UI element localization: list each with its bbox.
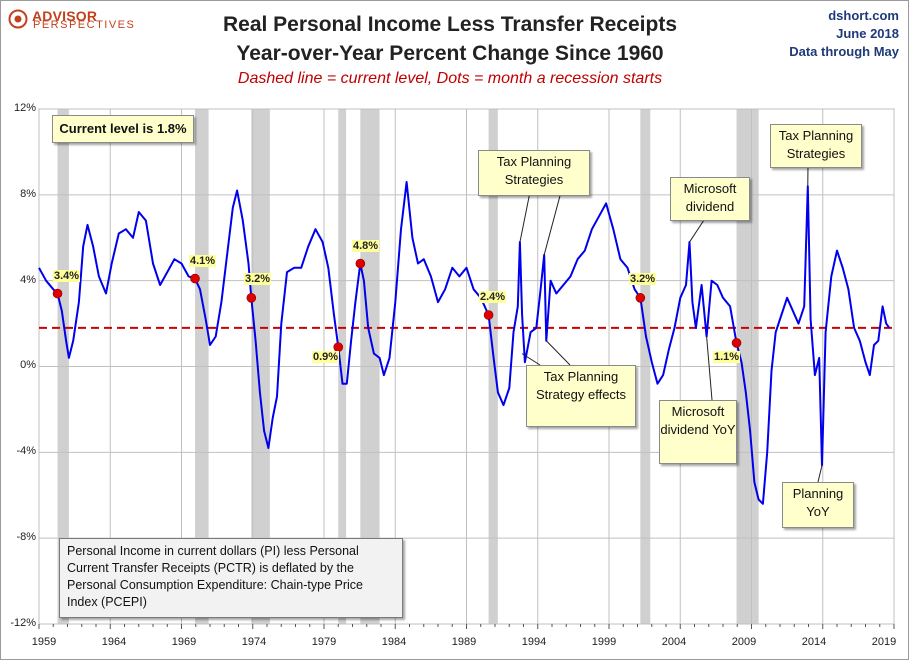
recession-value-label: 2.4% xyxy=(479,291,507,303)
callout-pointer xyxy=(689,216,707,243)
x-tick-label: 1989 xyxy=(451,636,477,648)
logo-subtext: PERSPECTIVES xyxy=(33,19,136,31)
x-tick-label: 1964 xyxy=(101,636,127,648)
tax-planning-effects-callout: Tax Planning Strategy effects xyxy=(526,365,636,427)
x-tick-label: 2004 xyxy=(661,636,687,648)
callout-pointer xyxy=(521,353,541,366)
logo-text: ADVISOR xyxy=(32,8,98,24)
recession-start-dot xyxy=(635,293,646,303)
tax-planning-callout-2: Tax Planning Strategies xyxy=(770,124,862,168)
tax-planning-callout-1: Tax Planning Strategies xyxy=(478,150,590,196)
x-tick-label: 1959 xyxy=(31,636,57,648)
recession-value-label: 4.8% xyxy=(352,240,380,252)
x-tick-label: 1969 xyxy=(171,636,197,648)
chart-title-line1: Real Personal Income Less Transfer Recei… xyxy=(222,13,678,36)
y-tick-label: 12% xyxy=(13,102,36,114)
recession-start-dot xyxy=(355,258,366,269)
recession-start-dot xyxy=(52,288,63,299)
source-data-through: Data through May xyxy=(789,44,899,59)
recession-value-label: 0.9% xyxy=(312,351,340,363)
chart-subtitle: Dashed line = current level, Dots = mont… xyxy=(237,70,663,87)
source-site: dshort.com xyxy=(828,8,899,23)
y-tick-label: 0% xyxy=(20,359,36,371)
planning-yoy-callout: Planning YoY xyxy=(782,482,854,528)
recession-start-dot xyxy=(483,310,494,320)
microsoft-dividend-callout: Microsoft dividend xyxy=(670,177,750,221)
methodology-note: Personal Income in current dollars (PI) … xyxy=(59,538,403,618)
recession-value-label: 1.1% xyxy=(713,351,741,363)
recession-value-label: 3.2% xyxy=(629,273,657,285)
recession-value-label: 3.2% xyxy=(244,273,272,285)
x-tick-label: 1994 xyxy=(521,636,547,648)
chart-title-line2: Year-over-Year Percent Change Since 1960 xyxy=(236,42,664,65)
x-tick-label: 2014 xyxy=(801,636,827,648)
microsoft-dividend-yoy-callout: Microsoft dividend YoY xyxy=(659,400,737,464)
y-tick-label: 8% xyxy=(20,188,36,200)
logo-icon xyxy=(8,9,28,29)
recession-value-label: 4.1% xyxy=(189,255,217,267)
callout-pointer xyxy=(519,191,531,243)
callout-pointer xyxy=(545,340,571,366)
callout-pointer xyxy=(817,465,823,483)
recession-start-dot xyxy=(246,293,257,303)
source-date: June 2018 xyxy=(836,26,899,41)
current-level-label: Current level is 1.8% xyxy=(52,115,194,143)
x-tick-label: 2009 xyxy=(731,636,757,648)
y-tick-label: -8% xyxy=(16,531,36,543)
recession-value-label: 3.4% xyxy=(53,270,81,282)
x-tick-label: 1974 xyxy=(241,636,267,648)
recession-start-dot xyxy=(190,273,200,284)
y-tick-label: -4% xyxy=(16,445,36,457)
y-tick-label: -12% xyxy=(10,617,36,629)
x-tick-label: 2019 xyxy=(871,636,897,648)
x-tick-label: 1999 xyxy=(591,636,617,648)
callout-pointer xyxy=(543,191,562,256)
recession-start-dot xyxy=(731,338,742,348)
x-tick-label: 1979 xyxy=(311,636,337,648)
y-tick-label: 4% xyxy=(20,274,36,286)
callout-pointer xyxy=(706,336,713,401)
x-tick-label: 1984 xyxy=(381,636,407,648)
